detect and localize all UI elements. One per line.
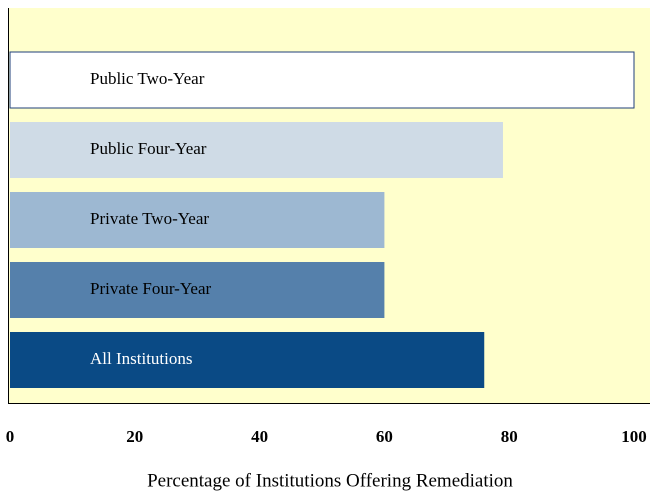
bar-label: Private Four-Year (90, 279, 212, 298)
bar-label: All Institutions (90, 349, 192, 368)
x-tick-label: 0 (6, 427, 15, 446)
x-tick-label: 60 (376, 427, 393, 446)
bar (10, 332, 485, 388)
bar (10, 262, 385, 318)
bar-label: Public Two-Year (90, 69, 205, 88)
bar-label: Public Four-Year (90, 139, 207, 158)
bar (10, 192, 385, 248)
x-axis-label: Percentage of Institutions Offering Reme… (147, 470, 513, 491)
bar (10, 122, 503, 178)
bar-label: Private Two-Year (90, 209, 209, 228)
x-tick-label: 40 (251, 427, 268, 446)
x-tick-label: 80 (501, 427, 518, 446)
x-tick-label: 100 (621, 427, 647, 446)
x-tick-label: 20 (126, 427, 143, 446)
bar (9, 51, 635, 109)
